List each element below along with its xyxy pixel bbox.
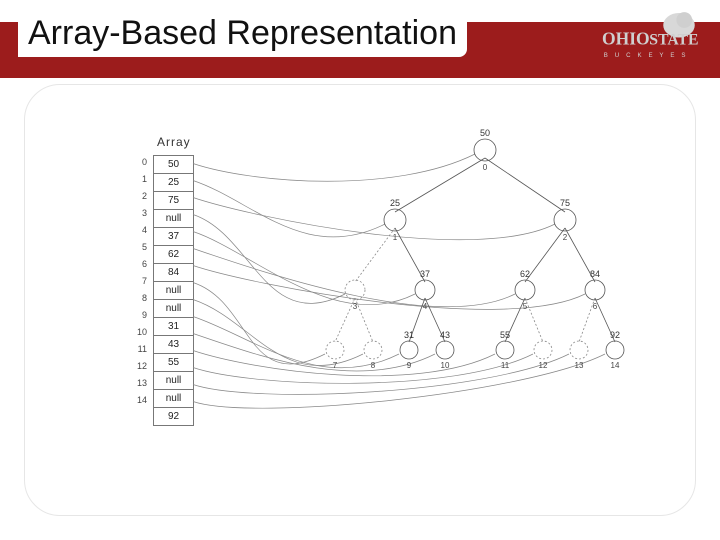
tree-node — [436, 341, 454, 359]
tree-node-index: 7 — [333, 361, 338, 370]
tree-node-label: 62 — [520, 269, 530, 279]
tree-node — [326, 341, 344, 359]
tree-node-index: 9 — [407, 361, 412, 370]
content-frame: Array 01234567891011121314 502575null376… — [24, 84, 696, 516]
tree-node-label: 43 — [440, 330, 450, 340]
tree-node — [415, 280, 435, 300]
ohio-state-logo: OHIO STATE B U C K E Y E S — [596, 6, 706, 76]
tree-svg: 50 0 25 1 75 2 3 37 4 62 5 84 6 7 8 31 9 43 10 55 11 12 13 92 14 — [115, 125, 635, 445]
correspondence-curve — [193, 181, 385, 237]
tree-node — [585, 280, 605, 300]
tree-node-label: 92 — [610, 330, 620, 340]
tree-node-index: 4 — [423, 302, 428, 311]
tree-node-label: 84 — [590, 269, 600, 279]
tree-node-index: 14 — [611, 361, 620, 370]
tree-node-label: 31 — [404, 330, 414, 340]
tree-node-index: 11 — [501, 361, 510, 370]
tree-node-index: 3 — [353, 302, 358, 311]
correspondence-curve — [193, 300, 363, 366]
correspondence-curve — [193, 154, 475, 181]
tree-node — [554, 209, 576, 231]
tree-node-index: 13 — [575, 361, 584, 370]
tree-edge — [525, 298, 543, 342]
correspondence-curve — [193, 249, 515, 307]
correspondence-curve — [193, 198, 555, 240]
correspondence-curve — [193, 215, 345, 304]
tree-node-label: 25 — [390, 198, 400, 208]
tree-node-label: 50 — [480, 128, 490, 138]
tree-node — [400, 341, 418, 359]
tree-node-index: 2 — [563, 233, 568, 242]
tree-node — [496, 341, 514, 359]
logo-line1: OHIO — [602, 29, 650, 49]
tree-node-label: 55 — [500, 330, 510, 340]
tree-edge — [485, 158, 565, 212]
tree-node-index: 5 — [523, 302, 528, 311]
tree-node-label: 75 — [560, 198, 570, 208]
tree-node — [515, 280, 535, 300]
page-title: Array-Based Representation — [18, 12, 467, 57]
tree-node — [534, 341, 552, 359]
tree-node-index: 6 — [593, 302, 598, 311]
tree-node — [384, 209, 406, 231]
diagram-container: Array 01234567891011121314 502575null376… — [115, 125, 635, 445]
tree-node-label: 37 — [420, 269, 430, 279]
correspondence-curve — [193, 283, 325, 365]
logo-sub: B U C K E Y E S — [604, 52, 688, 59]
tree-node-index: 1 — [393, 233, 398, 242]
tree-node-index: 0 — [483, 163, 488, 172]
tree-node-index: 8 — [371, 361, 376, 370]
logo-line2: STATE — [649, 32, 698, 49]
tree-node-index: 12 — [539, 361, 548, 370]
tree-node — [364, 341, 382, 359]
tree-node-index: 10 — [441, 361, 450, 370]
tree-node — [606, 341, 624, 359]
tree-node — [570, 341, 588, 359]
tree-edge — [525, 228, 565, 282]
correspondence-curve — [193, 351, 495, 376]
correspondence-curve — [193, 232, 415, 305]
correspondence-curve — [193, 354, 569, 394]
tree-edge — [395, 158, 485, 212]
tree-node — [474, 139, 496, 161]
